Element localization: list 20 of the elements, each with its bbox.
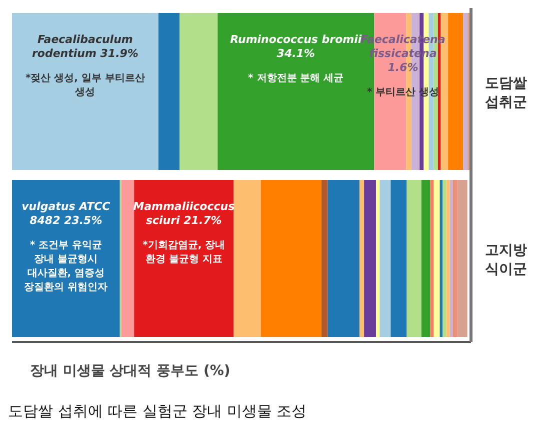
- annotation: * 저항전분 분해 세균: [248, 73, 344, 84]
- bar: [458, 180, 468, 338]
- bar: [442, 180, 446, 338]
- y-tick-label: 고지방 식이군: [485, 242, 527, 278]
- annotation: * 조건부 유익균 장내 불균형시 대사질환, 염증성 장질환의 위험인자: [24, 240, 108, 294]
- bar: [321, 180, 328, 338]
- data-label: Ruminococcus bromii 34.1%: [230, 33, 362, 60]
- annotation: *기회감염균, 장내 환경 불균형 지표: [142, 240, 226, 266]
- text: 도담쌀 섭취에 따른 실험군 장내 미생물 조성: [8, 402, 308, 421]
- data-label: Faecalibaculum rodentium 31.9%: [32, 33, 138, 60]
- x-axis-title: 장내 미생물 상대적 풍부도 (%): [30, 362, 232, 380]
- bar: [452, 180, 458, 338]
- bar: [446, 180, 450, 338]
- annotation: *젖산 생성, 일부 부티르산 생성: [25, 73, 145, 98]
- bar: [434, 180, 440, 338]
- bar: [440, 180, 443, 338]
- data-label: vulgatus ATCC 8482 23.5%: [22, 200, 110, 228]
- bar: [430, 180, 434, 338]
- bar: [450, 180, 453, 338]
- y-tick-label: 도담쌀 섭취군: [485, 76, 527, 110]
